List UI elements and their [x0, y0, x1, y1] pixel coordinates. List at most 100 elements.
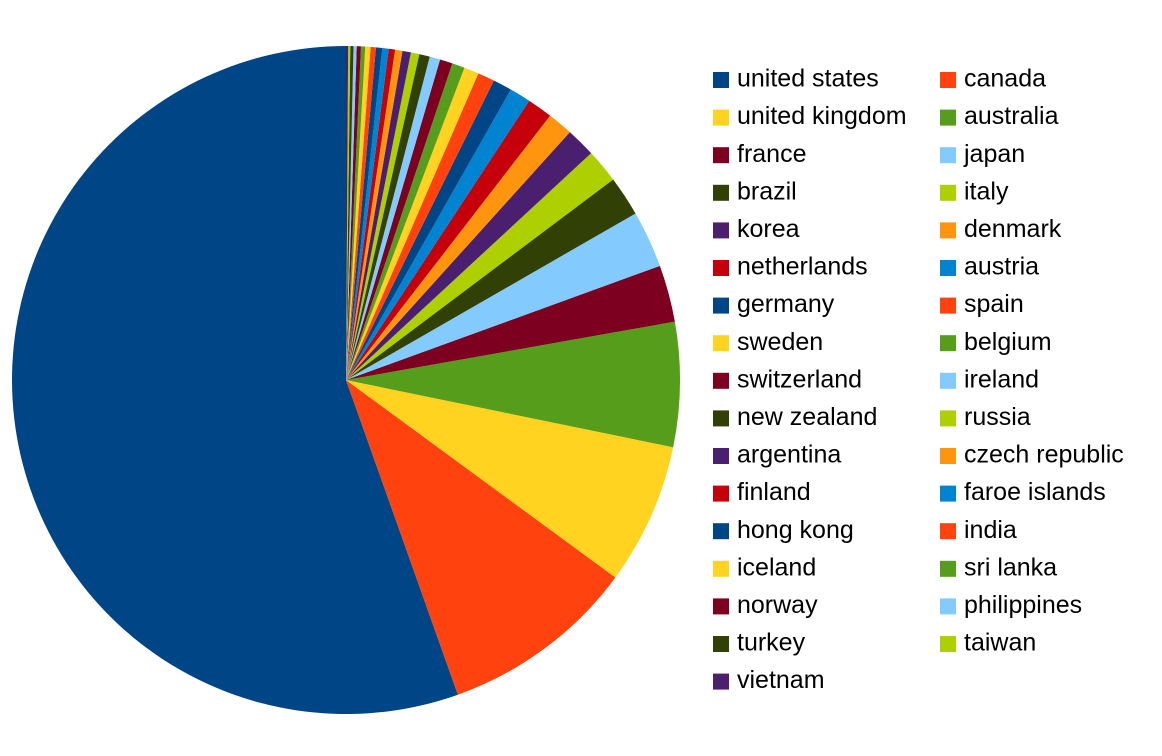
legend-swatch	[713, 485, 729, 502]
legend-label: italy	[964, 177, 1009, 205]
legend-label: brazil	[737, 177, 797, 205]
legend-label: czech republic	[964, 441, 1124, 469]
legend-label: sweden	[737, 328, 823, 356]
legend-swatch	[940, 560, 956, 577]
legend-label: finland	[737, 478, 811, 506]
pie-slice	[346, 80, 511, 381]
legend-swatch	[713, 335, 729, 352]
legend-swatch	[940, 598, 956, 615]
legend-swatch	[940, 72, 956, 88]
legend-swatch	[940, 109, 956, 126]
pie-slice	[346, 73, 494, 380]
pie-slice	[346, 115, 570, 380]
pie-slice	[346, 54, 430, 380]
pie-slice	[12, 46, 458, 714]
pie-slice	[346, 321, 681, 448]
legend-swatch	[940, 448, 956, 464]
legend-label: russia	[964, 403, 1031, 431]
pie-slice	[346, 49, 403, 380]
pie-slice	[346, 47, 383, 381]
pie-slice	[346, 132, 592, 380]
legend-swatch	[713, 222, 729, 239]
legend-swatch	[940, 410, 956, 427]
legend-swatch	[713, 560, 729, 577]
legend-label: taiwan	[964, 629, 1036, 657]
legend-swatch	[713, 598, 729, 615]
legend-label: ireland	[964, 365, 1039, 393]
pie-slice	[346, 380, 674, 578]
legend-swatch	[940, 184, 956, 201]
legend-label: united kingdom	[737, 102, 907, 130]
legend-label: netherlands	[737, 253, 868, 281]
pie-slice	[346, 100, 551, 381]
legend-label: denmark	[964, 215, 1062, 243]
pie-slice	[346, 46, 371, 380]
legend-swatch	[713, 260, 729, 276]
pie-slice	[346, 46, 354, 380]
pie-slice	[346, 67, 479, 381]
legend-label: switzerland	[737, 365, 862, 393]
legend-label: iceland	[737, 553, 816, 581]
pie-slice	[346, 46, 349, 380]
legend-swatch	[940, 147, 956, 164]
legend-swatch	[713, 109, 729, 126]
pie-slice	[346, 153, 614, 380]
legend-label: australia	[964, 102, 1059, 130]
legend-label: spain	[964, 290, 1024, 318]
legend-label: vietnam	[737, 666, 825, 694]
legend-swatch	[940, 523, 956, 540]
pie-slice	[346, 265, 675, 380]
legend-swatch	[713, 636, 729, 652]
legend-swatch	[713, 147, 729, 164]
pie-slice	[346, 46, 361, 380]
legend-swatch	[940, 222, 956, 239]
legend-label: canada	[964, 65, 1046, 93]
legend-label: france	[737, 140, 806, 168]
legend-swatch	[713, 448, 729, 464]
legend-label: turkey	[737, 629, 806, 657]
legend-label: sri lanka	[964, 553, 1057, 581]
pie-slice	[346, 89, 530, 380]
legend-swatch	[940, 297, 956, 314]
pie-slice	[346, 59, 453, 381]
pie-slice	[346, 50, 411, 380]
legend-swatch	[713, 673, 729, 690]
legend-swatch	[940, 372, 956, 389]
legend-label: faroe islands	[964, 478, 1106, 506]
legend-swatch	[713, 72, 729, 88]
legend-swatch	[713, 410, 729, 427]
legend-label: austria	[964, 253, 1039, 281]
legend-swatch	[713, 372, 729, 389]
pie-slice	[346, 380, 616, 695]
legend-label: india	[964, 516, 1017, 544]
pie-slice	[346, 47, 389, 380]
legend-swatch	[713, 184, 729, 201]
legend-swatch	[940, 260, 956, 276]
legend-label: hong kong	[737, 516, 854, 544]
legend-swatch	[713, 523, 729, 540]
legend-label: united states	[737, 65, 879, 93]
pie-slice	[346, 48, 396, 380]
legend-label: japan	[963, 140, 1025, 168]
pie-slice	[346, 52, 420, 381]
pie-slice	[346, 213, 660, 380]
pie-slice	[346, 46, 351, 381]
legend-label: argentina	[737, 441, 841, 469]
pie-slice	[346, 56, 441, 381]
pie-slice	[346, 63, 465, 381]
legend-swatch	[940, 636, 956, 652]
legend-swatch	[940, 485, 956, 502]
legend-label: germany	[737, 290, 835, 318]
pie-slice	[346, 179, 636, 380]
legend-label: philippines	[964, 591, 1082, 619]
pie-slice	[346, 46, 357, 381]
legend-label: new zealand	[737, 403, 877, 431]
legend-label: korea	[737, 215, 800, 243]
legend-swatch	[940, 335, 956, 352]
legend-label: norway	[737, 591, 818, 619]
legend-swatch	[713, 297, 729, 314]
pie-slice	[346, 46, 366, 380]
pie-slice	[346, 46, 376, 380]
legend-label: belgium	[964, 328, 1052, 356]
